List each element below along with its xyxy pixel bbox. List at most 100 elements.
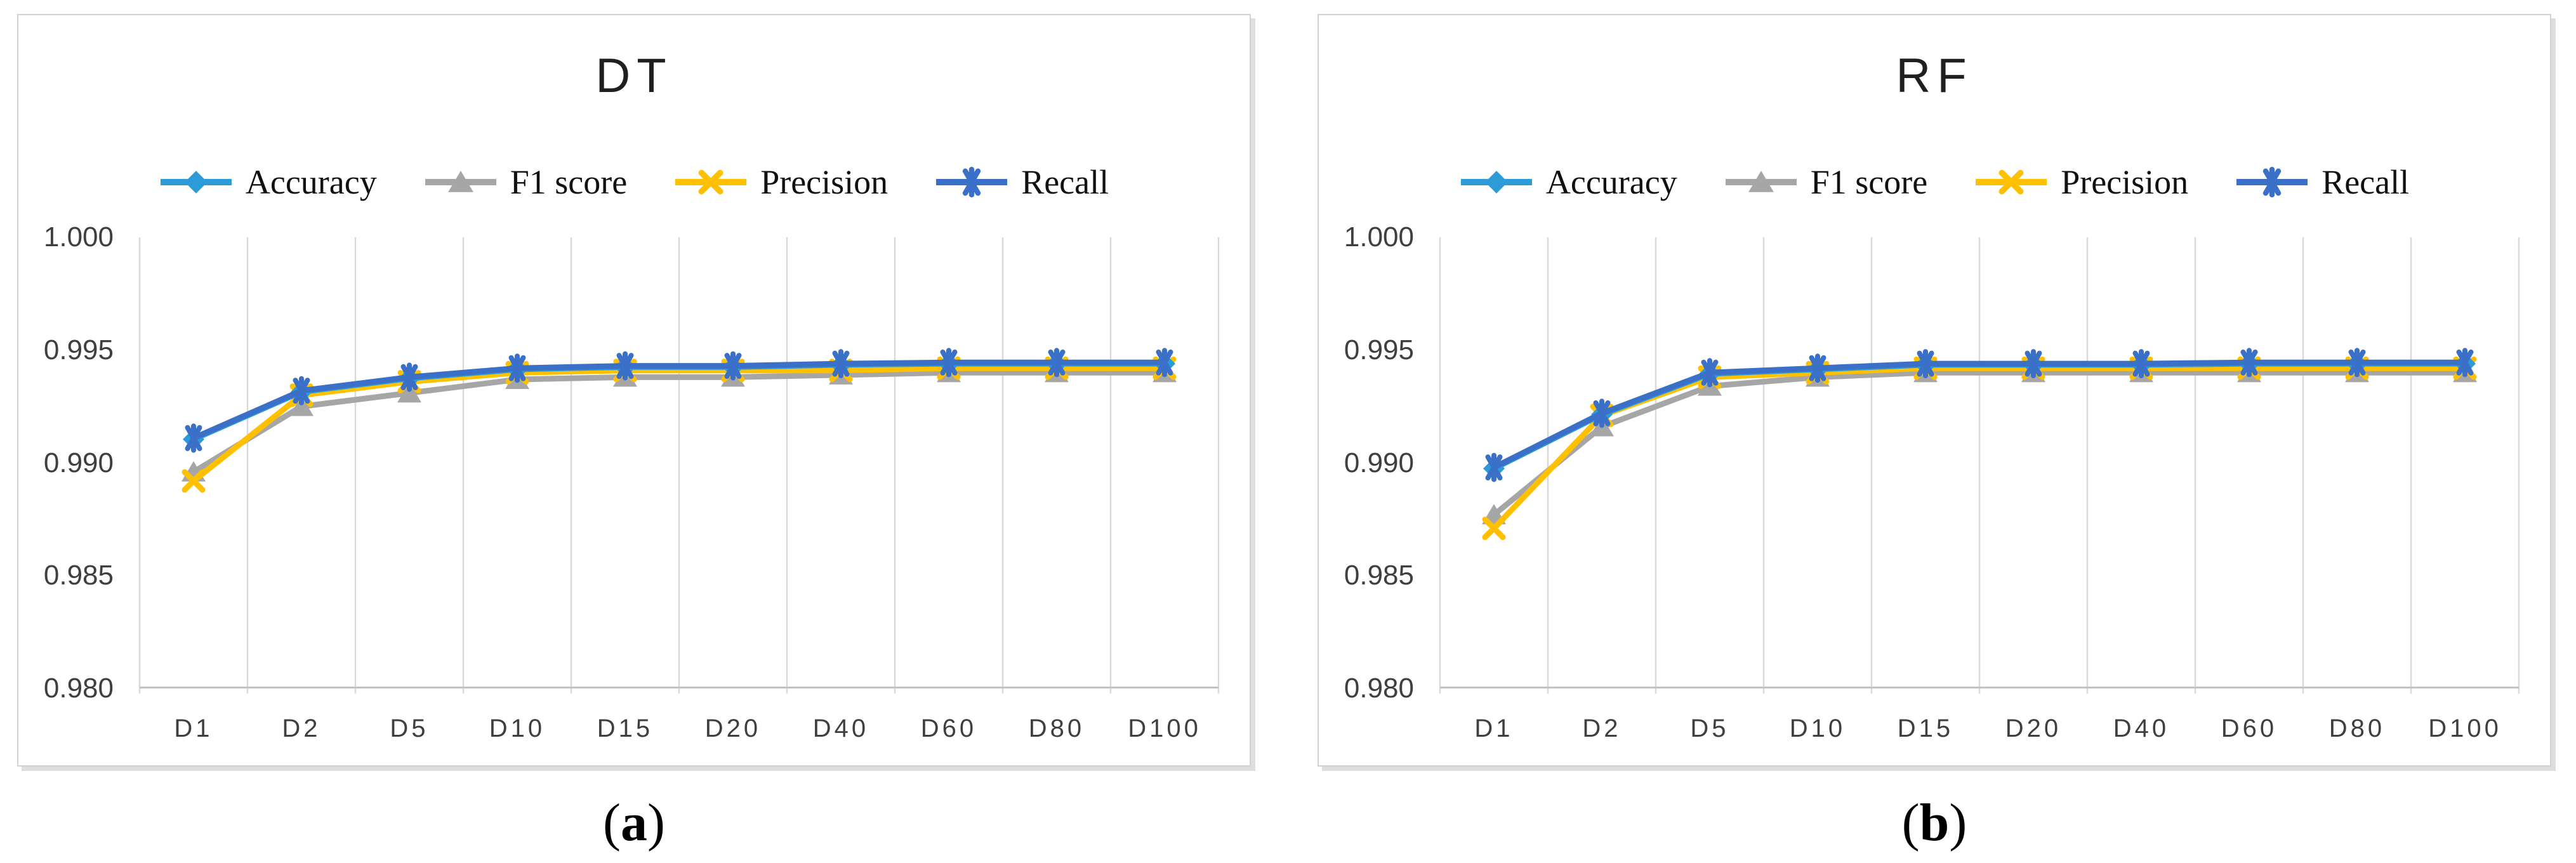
vertical-gridlines bbox=[1439, 237, 2520, 694]
caption-letter: b bbox=[1919, 793, 1950, 852]
asterisk-marker-icon bbox=[1809, 353, 1826, 383]
y-axis-tick-labels: 1.000 0.995 0.990 0.985 0.980 bbox=[1319, 221, 1414, 704]
asterisk-marker-icon bbox=[185, 423, 202, 453]
subfigure-caption-b: (b) bbox=[1318, 794, 2551, 852]
y-tick-label: 0.980 bbox=[43, 673, 114, 704]
plot-area bbox=[1439, 237, 2520, 694]
caption-paren: ( bbox=[603, 793, 621, 852]
legend-marker bbox=[1725, 171, 1797, 192]
rf-chart-panel: RF Accuracy F1 score Precision Recall 1.000… bbox=[1318, 14, 2551, 767]
legend-item-f1-score: F1 score bbox=[1724, 162, 1927, 202]
y-tick-label: 0.995 bbox=[1344, 334, 1414, 366]
legend-item-recall: Recall bbox=[935, 162, 1109, 202]
x-tick-label: D15 bbox=[597, 715, 654, 742]
y-axis-tick-labels: 1.000 0.995 0.990 0.985 0.980 bbox=[18, 221, 114, 704]
x-tick-label: D10 bbox=[489, 715, 546, 742]
asterisk-marker-icon bbox=[400, 362, 418, 392]
x-tick-label: D80 bbox=[2328, 715, 2386, 742]
x-marker-icon bbox=[1482, 517, 1506, 541]
x-axis-tick-labels: D1 D2 D5 D10 D15 D20 D40 D60 D80 D100 bbox=[1440, 711, 2519, 746]
asterisk-marker-icon bbox=[2263, 166, 2282, 198]
x-tick-label: D10 bbox=[1789, 715, 1846, 742]
asterisk-marker-icon bbox=[1156, 348, 1173, 378]
triangle-marker-icon bbox=[1748, 171, 1774, 192]
legend-marker bbox=[1460, 171, 1532, 194]
x-tick-label: D15 bbox=[1897, 715, 1954, 742]
legend-item-precision: Precision bbox=[674, 162, 888, 202]
x-tick-label: D60 bbox=[920, 715, 977, 742]
caption-letter: a bbox=[621, 793, 647, 852]
x-axis-tick-labels: D1 D2 D5 D10 D15 D20 D40 D60 D80 D100 bbox=[140, 711, 1219, 746]
legend-item-accuracy: Accuracy bbox=[1460, 162, 1677, 202]
legend-label: Accuracy bbox=[245, 163, 377, 201]
legend-marker bbox=[936, 166, 1008, 198]
series-recall bbox=[185, 348, 1173, 453]
x-tick-label: D100 bbox=[2428, 715, 2502, 742]
legend-label: Accuracy bbox=[1545, 163, 1677, 201]
x-marker-icon bbox=[182, 469, 206, 493]
legend-label: F1 score bbox=[510, 163, 628, 201]
legend-marker bbox=[425, 171, 496, 192]
legend-marker bbox=[2236, 166, 2308, 198]
asterisk-marker-icon bbox=[2348, 348, 2366, 378]
legend-label: F1 score bbox=[1810, 163, 1928, 201]
triangle-marker-icon bbox=[397, 382, 421, 403]
asterisk-marker-icon bbox=[2024, 349, 2042, 379]
x-tick-label: D5 bbox=[390, 715, 429, 742]
caption-paren: ) bbox=[1949, 793, 1967, 852]
y-tick-label: 0.985 bbox=[43, 560, 114, 591]
x-tick-label: D40 bbox=[812, 715, 869, 742]
plot-area bbox=[138, 237, 1220, 694]
triangle-marker-icon bbox=[447, 171, 473, 192]
asterisk-marker-icon bbox=[963, 166, 981, 198]
legend-marker bbox=[1976, 169, 2047, 195]
asterisk-marker-icon bbox=[2240, 348, 2258, 378]
asterisk-marker-icon bbox=[2132, 349, 2150, 379]
asterisk-marker-icon bbox=[724, 351, 742, 381]
diamond-marker-icon bbox=[185, 171, 208, 194]
chart-title: RF bbox=[1896, 49, 1973, 103]
asterisk-marker-icon bbox=[1917, 349, 1934, 379]
asterisk-marker-icon bbox=[508, 353, 526, 383]
asterisk-marker-icon bbox=[616, 351, 634, 381]
chart-legend: Accuracy F1 score Precision Recall bbox=[95, 163, 1173, 201]
legend-marker bbox=[675, 169, 747, 195]
asterisk-marker-icon bbox=[1593, 399, 1611, 428]
legend-item-f1-score: F1 score bbox=[424, 162, 627, 202]
legend-item-precision: Precision bbox=[1974, 162, 2188, 202]
y-tick-label: 1.000 bbox=[43, 221, 114, 253]
asterisk-marker-icon bbox=[940, 348, 958, 378]
legend-item-accuracy: Accuracy bbox=[159, 162, 377, 202]
subfigure-caption-a: (a) bbox=[17, 794, 1251, 852]
dt-chart-panel: DT Accuracy F1 score Precision Recall 1.000… bbox=[17, 14, 1251, 767]
triangle-marker-icon bbox=[289, 395, 314, 416]
chart-title: DT bbox=[595, 49, 673, 103]
legend-label: Recall bbox=[1021, 163, 1109, 201]
x-tick-label: D2 bbox=[282, 715, 321, 742]
legend-label: Precision bbox=[760, 163, 888, 201]
y-tick-label: 0.980 bbox=[1344, 673, 1414, 704]
x-tick-label: D5 bbox=[1690, 715, 1729, 742]
asterisk-marker-icon bbox=[1048, 348, 1066, 378]
y-tick-label: 0.985 bbox=[1344, 560, 1414, 591]
series-recall bbox=[1485, 348, 2474, 482]
legend-label: Recall bbox=[2322, 163, 2410, 201]
y-tick-label: 0.990 bbox=[43, 447, 114, 478]
legend-label: Precision bbox=[2061, 163, 2189, 201]
y-tick-label: 0.995 bbox=[43, 334, 114, 366]
legend-item-recall: Recall bbox=[2235, 162, 2409, 202]
chart-legend: Accuracy F1 score Precision Recall bbox=[1395, 163, 2474, 201]
x-tick-label: D100 bbox=[1128, 715, 1201, 742]
asterisk-marker-icon bbox=[2456, 348, 2474, 378]
x-tick-label: D80 bbox=[1028, 715, 1085, 742]
y-tick-label: 1.000 bbox=[1344, 221, 1414, 253]
diamond-marker-icon bbox=[1485, 171, 1508, 194]
vertical-gridlines bbox=[138, 237, 1220, 694]
y-tick-label: 0.990 bbox=[1344, 447, 1414, 478]
x-marker-icon bbox=[698, 169, 723, 195]
asterisk-marker-icon bbox=[293, 376, 310, 405]
asterisk-marker-icon bbox=[1485, 452, 1503, 482]
x-tick-label: D2 bbox=[1582, 715, 1622, 742]
x-tick-label: D1 bbox=[1474, 715, 1514, 742]
